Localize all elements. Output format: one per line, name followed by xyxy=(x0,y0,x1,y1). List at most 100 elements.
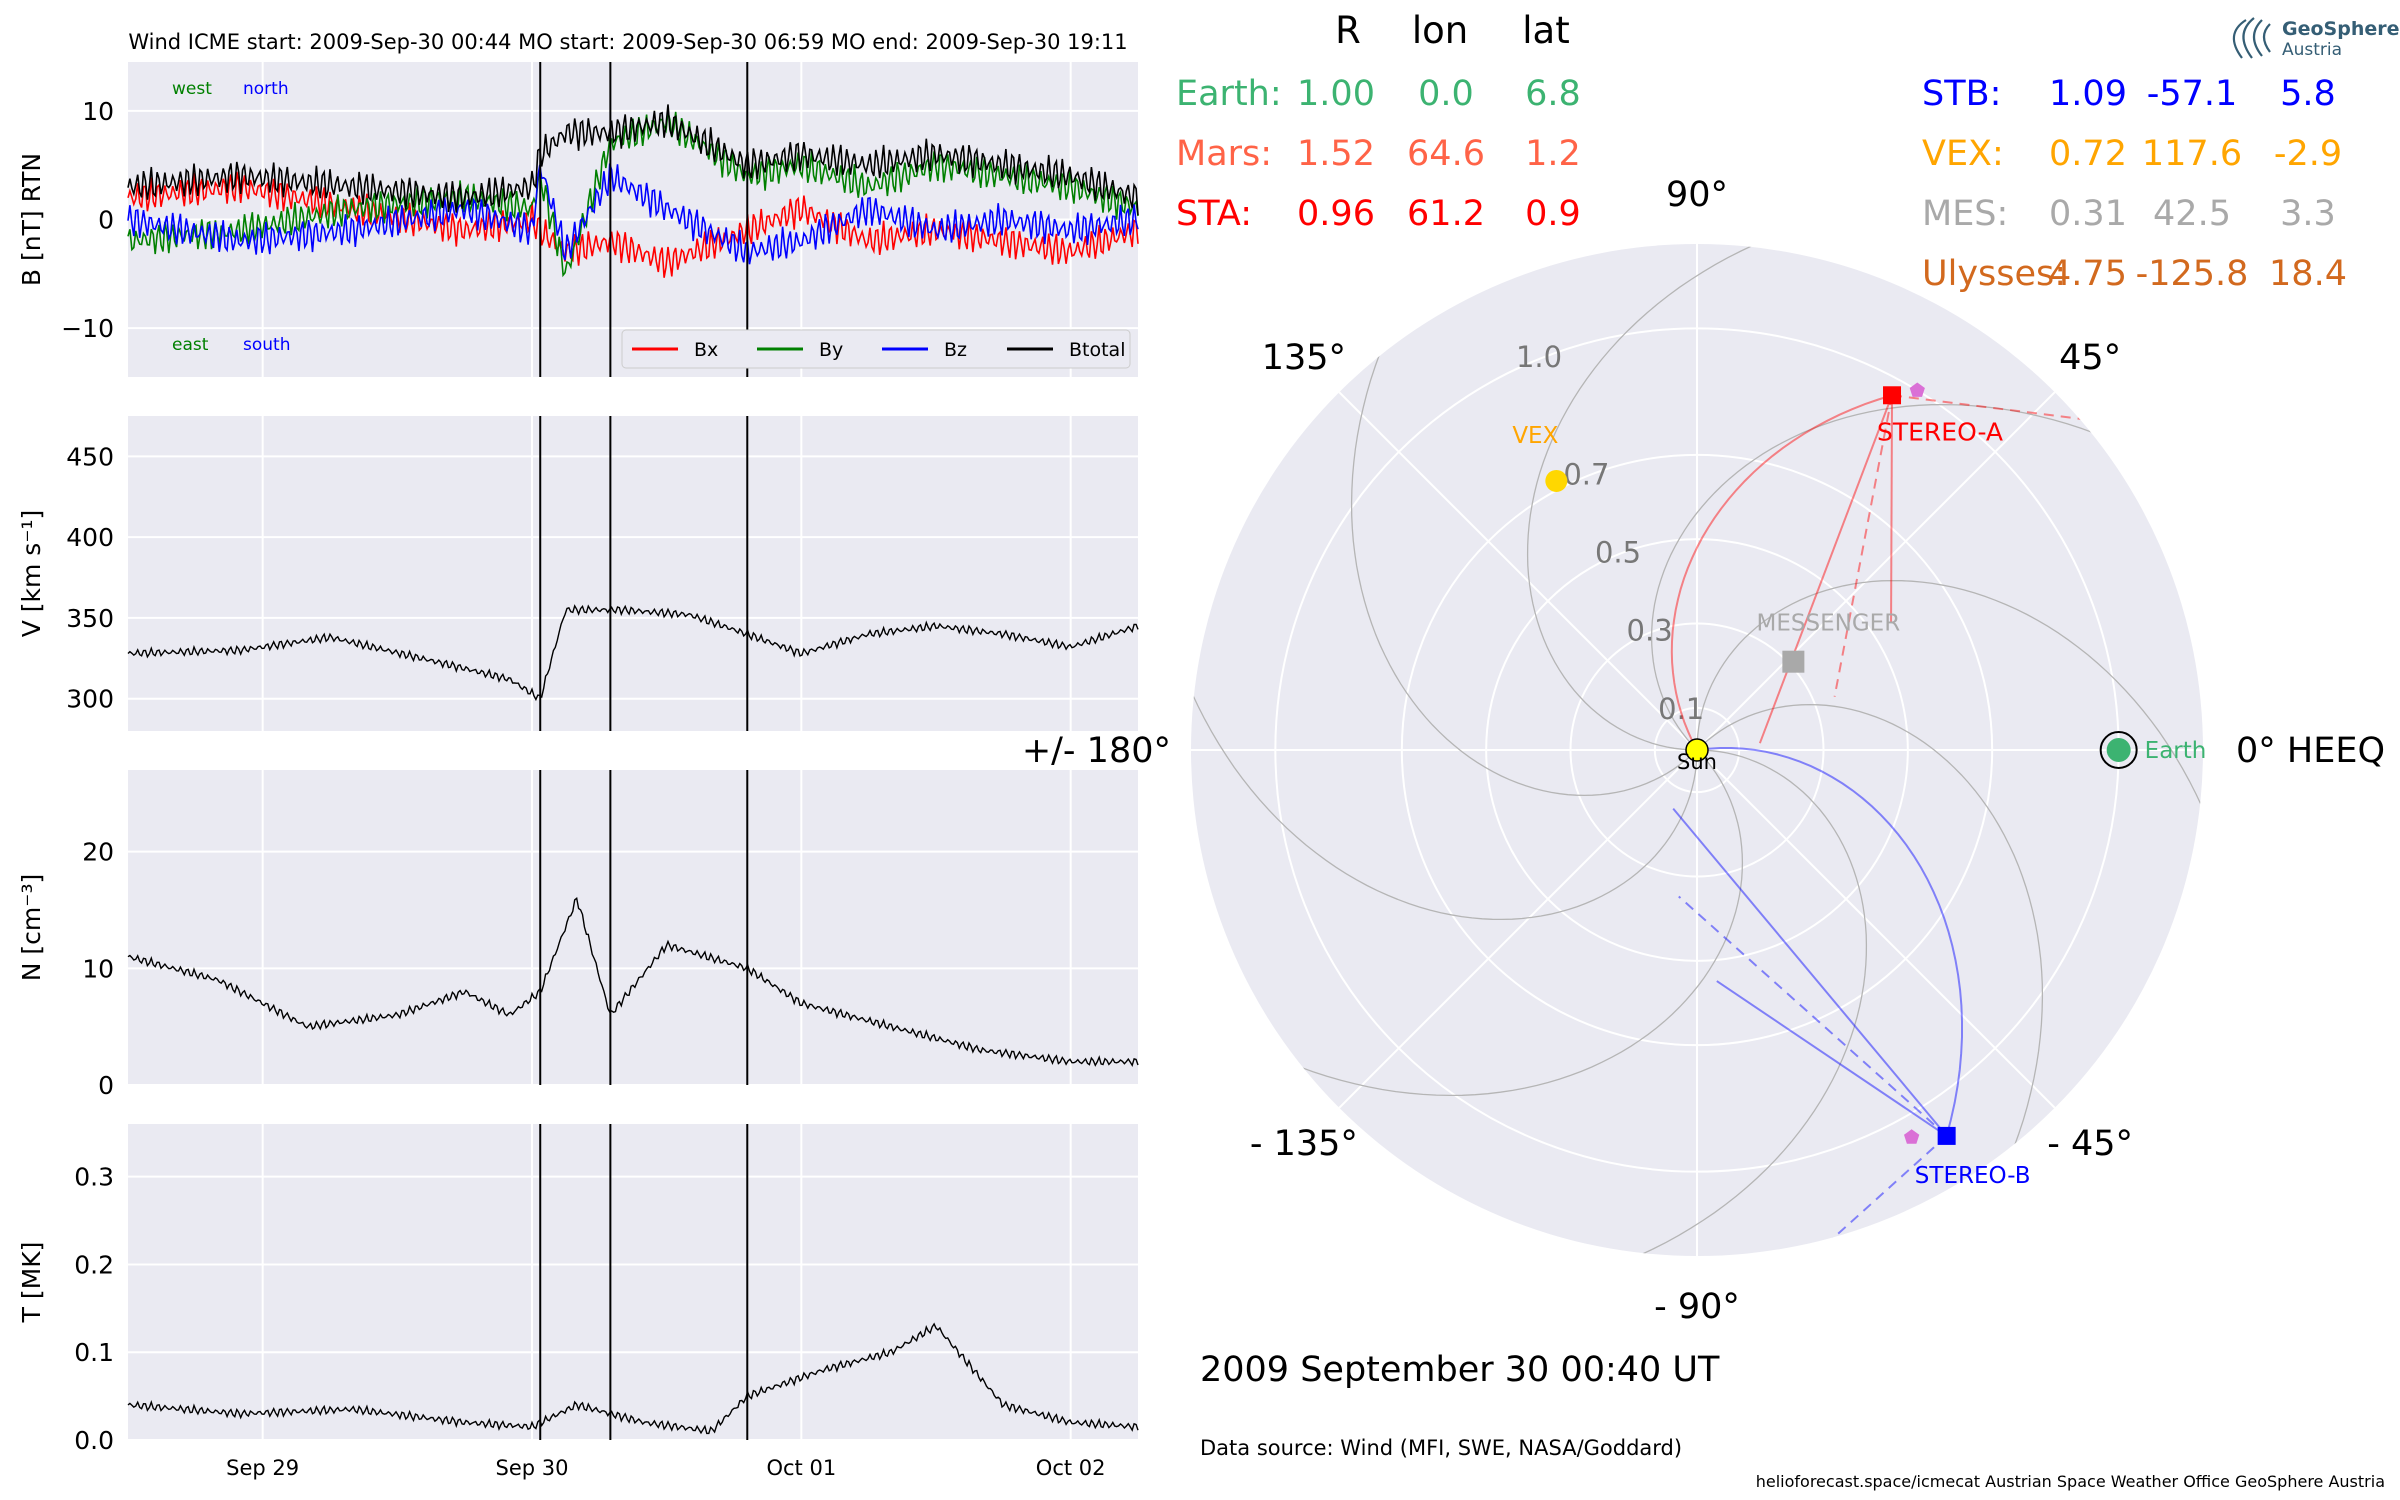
y-tick-label: 10 xyxy=(82,97,114,126)
stereo-a-marker xyxy=(1883,386,1902,405)
y-tick-label: 0.1 xyxy=(74,1338,114,1367)
footpoint-line xyxy=(1716,980,1948,1137)
x-tick-label: Oct 01 xyxy=(766,1456,836,1480)
messenger-label: MESSENGER xyxy=(1757,611,1901,637)
earth-label: Earth xyxy=(2145,738,2207,764)
legend-label: Bx xyxy=(694,339,718,361)
y-axis-label: N [cm⁻³] xyxy=(17,874,46,981)
series-bz xyxy=(127,163,1139,265)
table-row-r: 0.96 xyxy=(1297,194,1375,234)
vex-marker xyxy=(1545,469,1568,492)
angle-label: +/- 180° xyxy=(1022,731,1171,771)
panel-3: 20 10 0 N [cm⁻³] xyxy=(17,770,1139,1100)
x-tick-label: Oct 02 xyxy=(1036,1456,1106,1480)
angular-gridline xyxy=(1696,391,2056,751)
x-tick-label: Sep 29 xyxy=(226,1456,299,1480)
table-right-rows: STB: 1.09 -57.1 5.8 VEX: 0.72 117.6 -2.9 MES: 0.3… xyxy=(1922,74,2347,294)
table-row-lon: -125.8 xyxy=(2136,254,2249,294)
corner-label-east: east xyxy=(172,335,209,355)
data-source: Data source: Wind (MFI, SWE, NASA/Goddar… xyxy=(1200,1436,1682,1460)
messenger-marker xyxy=(1782,650,1805,673)
parker-spiral xyxy=(1526,244,1956,751)
table-row-name: MES: xyxy=(1922,194,2008,234)
angle-label: 135° xyxy=(1262,338,1346,378)
y-tick-label: 0 xyxy=(98,206,114,235)
angle-label: 0° HEEQ xyxy=(2236,731,2385,771)
polar-position-plot: 0.1 0.3 0.5 0.7 1.0 90° 45° 0° HEEQ - 45° - 90° - … xyxy=(1022,175,2385,1327)
y-tick-label: 20 xyxy=(82,838,114,867)
radial-tick-label: 0.1 xyxy=(1658,692,1704,726)
table-row-r: 1.00 xyxy=(1297,74,1375,114)
table-row-name: STA: xyxy=(1176,194,1252,234)
parker-spiral xyxy=(1350,244,1698,797)
table-row-name: Ulysses: xyxy=(1922,254,2066,294)
footpoint-line xyxy=(1672,807,1948,1137)
y-tick-label: 10 xyxy=(82,954,114,983)
series-v xyxy=(127,604,1139,702)
parker-spiral xyxy=(1438,749,1868,1256)
panel-1: 10 0 −10 B [nT] RTN west north east south Bx By Bz… xyxy=(17,62,1139,377)
angle-label: - 135° xyxy=(1250,1124,1358,1164)
angle-label: 45° xyxy=(2059,338,2121,378)
table-row-lon: 0.0 xyxy=(1418,74,1474,114)
y-tick-label: 0.3 xyxy=(74,1163,114,1192)
y-tick-label: 350 xyxy=(66,604,114,633)
series-by xyxy=(127,111,1139,278)
radial-tick-label: 1.0 xyxy=(1516,340,1562,374)
radial-tick-label: 0.5 xyxy=(1595,536,1641,570)
footpoint-line xyxy=(1833,395,1893,697)
legend-label: By xyxy=(819,339,843,361)
polar-title: 2009 September 30 00:40 UT xyxy=(1200,1350,1720,1390)
vex-label: VEX xyxy=(1512,423,1558,449)
table-row-name: Earth: xyxy=(1176,74,1282,114)
psp-sta-marker xyxy=(1909,382,1925,397)
y-axis-label: T [MK] xyxy=(17,1242,46,1324)
credits: helioforecast.space/icmecat Austrian Spa… xyxy=(1756,1472,2385,1491)
angular-gridline xyxy=(1696,749,2056,1109)
angular-gridline xyxy=(1338,391,1698,751)
angle-label: - 90° xyxy=(1654,1287,1740,1327)
table-row-lon: 42.5 xyxy=(2153,194,2231,234)
parker-spirals xyxy=(1191,244,2203,1256)
parker-spiral xyxy=(1696,703,2044,1256)
legend-label: Bz xyxy=(944,339,967,361)
table-row-name: STB: xyxy=(1922,74,2001,114)
y-axis-label: V [km s⁻¹] xyxy=(17,510,46,638)
time-series-panels: 10 0 −10 B [nT] RTN west north east south Bx By Bz… xyxy=(17,62,1139,1480)
table-row-lon: -57.1 xyxy=(2147,74,2238,114)
radial-tick-label: 0.3 xyxy=(1627,614,1673,648)
table-header-lon: lon xyxy=(1412,9,1468,52)
sun-marker xyxy=(1685,738,1709,762)
logo-line2: Austria xyxy=(2282,40,2342,60)
y-tick-label: 450 xyxy=(66,442,114,471)
y-tick-label: −10 xyxy=(61,314,114,343)
table-row-lat: 6.8 xyxy=(1525,74,1581,114)
stereo-a-label: STEREO-A xyxy=(1877,417,2003,446)
panel-2: 450 400 350 300 V [km s⁻¹] xyxy=(17,416,1139,731)
corner-label-south: south xyxy=(243,335,290,355)
footpoint-line xyxy=(1890,395,1894,624)
y-axis-label: B [nT] RTN xyxy=(17,153,46,286)
legend-label: Btotal xyxy=(1069,339,1125,361)
x-tick-label: Sep 30 xyxy=(496,1456,569,1480)
angle-labels: 90° 45° 0° HEEQ - 45° - 90° - 135° +/- 180° 135… xyxy=(1022,175,2385,1327)
table-row-r: 0.72 xyxy=(2049,134,2127,174)
angle-label: 90° xyxy=(1666,175,1728,215)
panel-background xyxy=(128,770,1138,1085)
field-line xyxy=(1670,394,1893,751)
table-row-lat: 0.9 xyxy=(1525,194,1581,234)
header-title: Wind ICME start: 2009-Sep-30 00:44 MO st… xyxy=(128,30,1127,54)
stereo-b-marker xyxy=(1937,1126,1956,1145)
table-row-lat: 1.2 xyxy=(1525,134,1581,174)
corner-label-north: north xyxy=(243,79,289,99)
legend: Bx By Bz Btotal xyxy=(621,329,1131,369)
panel-4: 0.3 0.2 0.1 0.0 T [MK] Sep 29 Sep 30 Oct 01 Oct … xyxy=(17,1124,1139,1480)
stereo-b-label: STEREO-B xyxy=(1915,1163,2031,1189)
y-tick-label: 300 xyxy=(66,685,114,714)
parker-spiral xyxy=(1650,403,2203,751)
geosphere-logo: GeoSphere Austria xyxy=(2232,17,2400,60)
table-row-lon: 64.6 xyxy=(1407,134,1485,174)
angle-label: - 45° xyxy=(2047,1124,2133,1164)
